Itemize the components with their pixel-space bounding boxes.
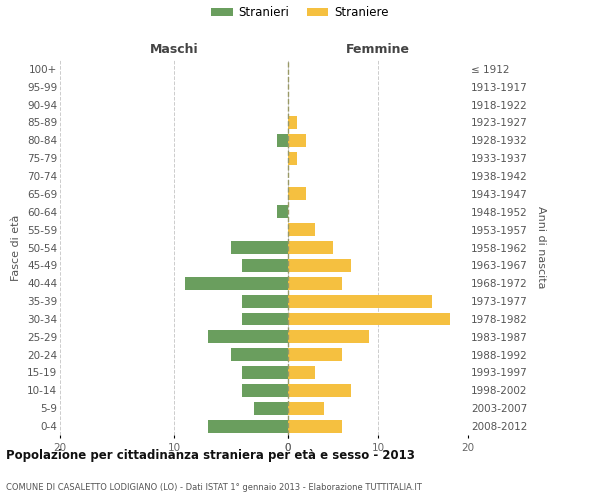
Bar bbox=[277, 134, 288, 147]
Bar bbox=[242, 259, 288, 272]
Bar bbox=[288, 420, 342, 432]
Bar bbox=[288, 259, 351, 272]
Bar bbox=[288, 134, 306, 147]
Bar bbox=[288, 294, 432, 308]
Bar bbox=[288, 384, 351, 397]
Bar bbox=[288, 188, 306, 200]
Title: Maschi: Maschi bbox=[149, 43, 199, 56]
Text: COMUNE DI CASALETTO LODIGIANO (LO) - Dati ISTAT 1° gennaio 2013 - Elaborazione T: COMUNE DI CASALETTO LODIGIANO (LO) - Dat… bbox=[6, 484, 422, 492]
Bar bbox=[288, 330, 369, 343]
Bar bbox=[288, 116, 297, 129]
Bar bbox=[277, 206, 288, 218]
Y-axis label: Fasce di età: Fasce di età bbox=[11, 214, 22, 280]
Bar bbox=[242, 294, 288, 308]
Bar bbox=[185, 277, 288, 289]
Bar bbox=[242, 384, 288, 397]
Text: Popolazione per cittadinanza straniera per età e sesso - 2013: Popolazione per cittadinanza straniera p… bbox=[6, 450, 415, 462]
Bar bbox=[288, 241, 333, 254]
Bar bbox=[288, 312, 450, 326]
Bar bbox=[242, 366, 288, 379]
Y-axis label: Anni di nascita: Anni di nascita bbox=[536, 206, 546, 289]
Bar bbox=[208, 420, 288, 432]
Bar bbox=[288, 223, 315, 236]
Bar bbox=[288, 402, 324, 414]
Bar bbox=[208, 330, 288, 343]
Bar bbox=[254, 402, 288, 414]
Bar bbox=[231, 348, 288, 361]
Bar bbox=[242, 312, 288, 326]
Bar bbox=[288, 277, 342, 289]
Bar bbox=[231, 241, 288, 254]
Bar bbox=[288, 366, 315, 379]
Legend: Stranieri, Straniere: Stranieri, Straniere bbox=[211, 6, 389, 19]
Title: Femmine: Femmine bbox=[346, 43, 410, 56]
Bar bbox=[288, 152, 297, 164]
Bar bbox=[288, 348, 342, 361]
